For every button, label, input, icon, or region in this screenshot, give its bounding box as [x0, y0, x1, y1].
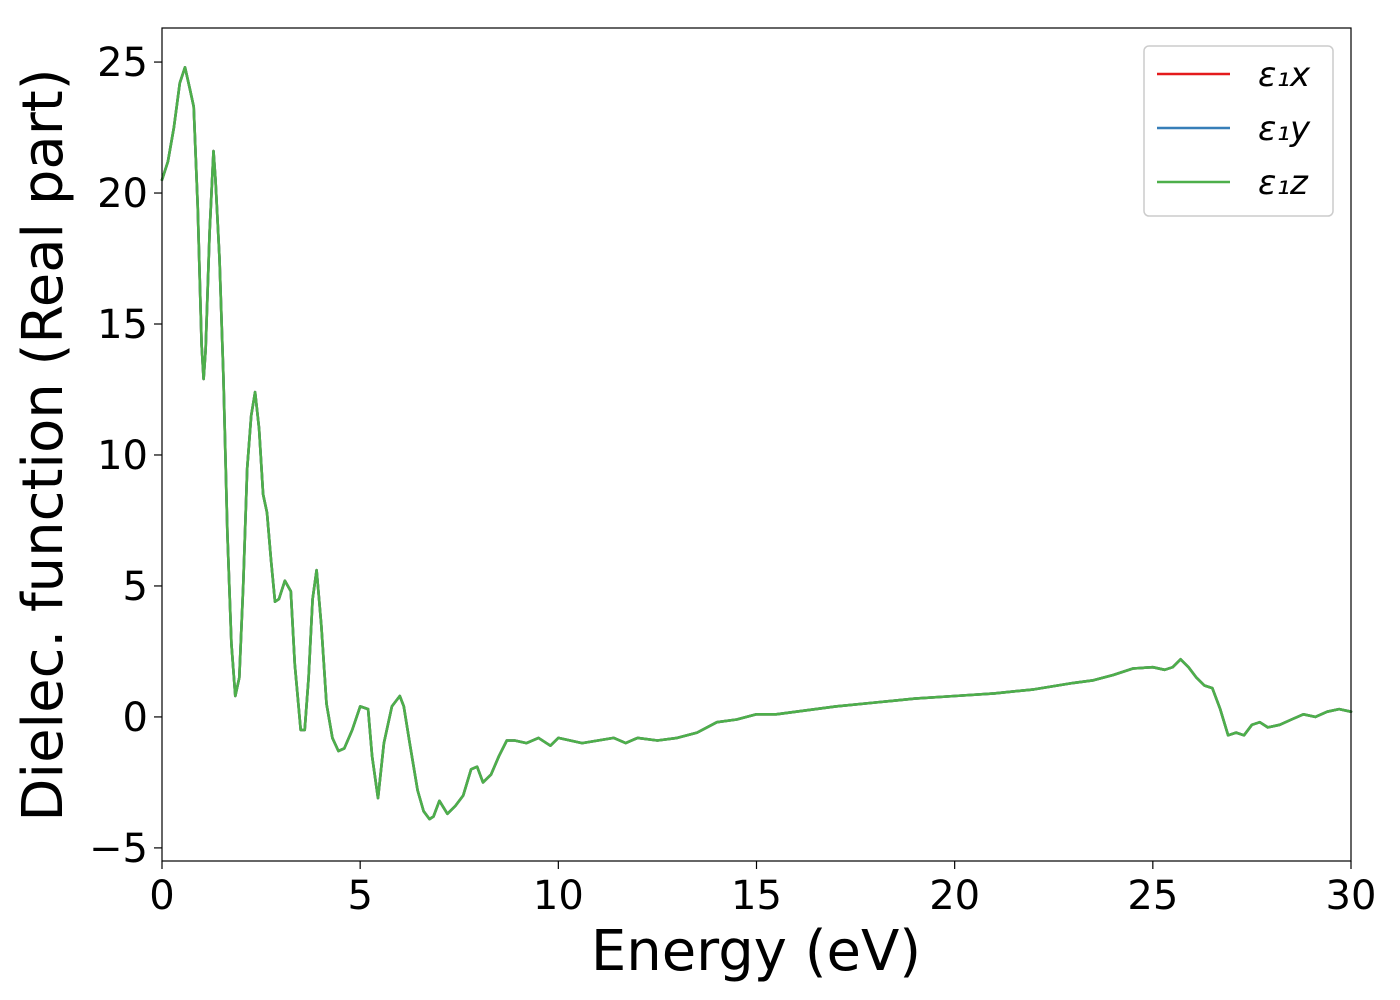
y-tick-label: −5	[89, 826, 148, 872]
legend: ε₁x ε₁y ε₁z	[1143, 45, 1334, 217]
x-tick-label: 0	[149, 873, 174, 919]
y-axis-ticks: −5 0 5 10 15 20 25	[89, 40, 162, 872]
x-tick-label: 25	[1127, 873, 1178, 919]
legend-label-1: ε₁x	[1258, 55, 1311, 95]
legend-box	[1143, 45, 1334, 217]
y-tick-label: 5	[123, 564, 148, 610]
plot-lines	[160, 66, 1353, 821]
y-tick-label: 20	[97, 171, 148, 217]
x-axis-label: Energy (eV)	[591, 919, 921, 984]
x-tick-label: 10	[533, 873, 584, 919]
x-axis-ticks: 0 5 10 15 20 25 30	[149, 861, 1376, 919]
legend-label-3: ε₁z	[1258, 163, 1309, 203]
legend-label-2: ε₁y	[1258, 109, 1311, 149]
x-tick-label: 30	[1326, 873, 1377, 919]
x-tick-label: 15	[731, 873, 782, 919]
y-axis-label: Dielec. function (Real part)	[11, 68, 76, 821]
y-tick-label: 10	[97, 433, 148, 479]
y-tick-label: 15	[97, 302, 148, 348]
y-tick-label: 25	[97, 40, 148, 86]
x-tick-label: 5	[347, 873, 372, 919]
y-tick-label: 0	[123, 695, 148, 741]
series-line-3	[160, 66, 1353, 821]
legend-entries: ε₁x ε₁y ε₁z	[1157, 55, 1311, 203]
x-tick-label: 20	[929, 873, 980, 919]
